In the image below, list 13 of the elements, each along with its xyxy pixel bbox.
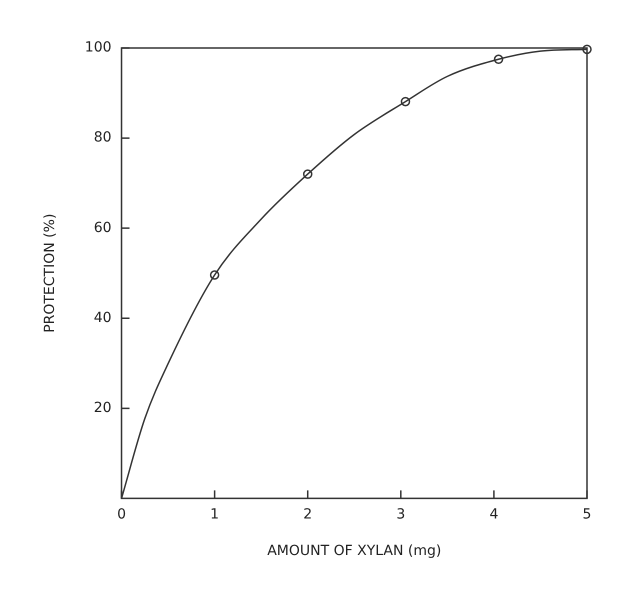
y-tick-label: 60 (94, 220, 112, 236)
x-axis-title: AMOUNT OF XYLAN (mg) (267, 543, 442, 560)
y-axis-title: PROTECTION (%) (42, 214, 58, 333)
y-tick-label: 20 (94, 400, 112, 416)
x-tick-label: 5 (582, 506, 592, 522)
y-tick-label: 40 (94, 310, 112, 326)
x-tick-label: 0 (117, 506, 126, 522)
x-tick-label: 3 (396, 506, 406, 522)
x-tick-label: 4 (489, 506, 498, 522)
y-tick-label: 100 (84, 40, 112, 56)
y-tick-label: 80 (94, 130, 112, 146)
x-tick-label: 1 (210, 506, 220, 522)
x-tick-label: 2 (303, 506, 312, 522)
